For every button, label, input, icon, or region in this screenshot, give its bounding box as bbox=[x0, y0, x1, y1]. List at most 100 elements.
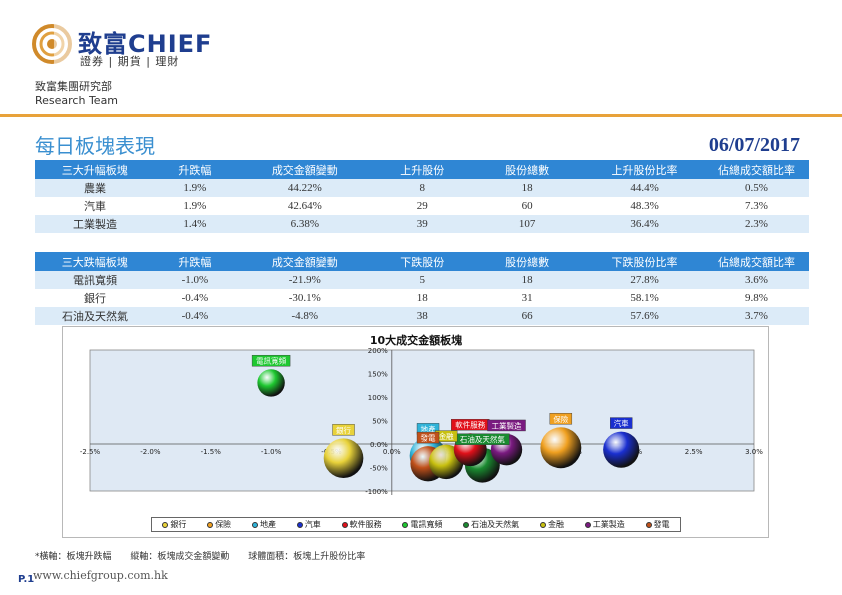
legend-marker-icon bbox=[463, 521, 470, 528]
legend-marker-icon bbox=[251, 521, 258, 528]
y-tick-label: 50% bbox=[372, 418, 388, 426]
legend-item: 銀行 bbox=[162, 519, 186, 530]
website-link[interactable]: www.chiefgroup.com.hk bbox=[33, 569, 168, 582]
report-title: 每日板塊表現 bbox=[35, 134, 155, 158]
table-cell: 58.1% bbox=[630, 292, 659, 304]
svg-text:石油及天然氣: 石油及天然氣 bbox=[460, 434, 505, 444]
footnote-y: 縱軸：板塊成交金額變動 bbox=[130, 552, 230, 562]
table-header-cell: 佔總成交額比率 bbox=[704, 160, 809, 179]
legend-marker-icon bbox=[584, 521, 591, 528]
bubble-data-label: 石油及天然氣 bbox=[455, 433, 510, 445]
legend-marker-icon bbox=[162, 521, 169, 528]
x-tick-label: -2.0% bbox=[140, 448, 161, 456]
table-header-cell: 股份總數 bbox=[469, 160, 586, 179]
x-tick-label: 2.5% bbox=[685, 448, 703, 456]
table-cell: 107 bbox=[469, 215, 585, 233]
table-cell: 48.3% bbox=[630, 200, 659, 212]
gainers-table: 三大升幅板塊 升跌幅 成交金額變動 上升股份 股份總數 上升股份比率 佔總成交額… bbox=[35, 160, 809, 233]
chart-legend: 銀行 保險 地產 汽車 軟件服務 電訊寬頻 石油及天然氣 金融 工業製造 發電 bbox=[151, 517, 681, 532]
table-cell: 3.6% bbox=[704, 271, 809, 289]
legend-marker-icon bbox=[402, 521, 409, 528]
bubble-data-label: 汽車 bbox=[610, 417, 633, 429]
table-cell: 66 bbox=[469, 307, 585, 325]
legend-item: 電訊寬頻 bbox=[402, 519, 442, 530]
table-cell: 7.3% bbox=[745, 200, 768, 212]
table-cell: 18 bbox=[469, 271, 585, 289]
y-tick-label: 0.0% bbox=[370, 441, 388, 449]
brand-subtitle: 證券 | 期貨 | 理財 bbox=[80, 55, 180, 68]
y-tick-label: 100% bbox=[368, 394, 388, 402]
company-logo: 致富CHIEF 證券 | 期貨 | 理財 bbox=[32, 24, 252, 68]
table-row: 汽車 1.9% 42.64% 29 60 48.3% 7.3% bbox=[35, 197, 809, 215]
department-cn: 致富集團研究部 bbox=[35, 80, 112, 93]
svg-text:銀行: 銀行 bbox=[336, 425, 351, 435]
bubble-mark bbox=[540, 427, 582, 469]
legend-marker-icon bbox=[539, 521, 546, 528]
bubble-mark bbox=[603, 431, 640, 468]
table-cell: -1.0% bbox=[154, 271, 235, 289]
table-cell: 3.7% bbox=[704, 307, 809, 325]
table-header-cell: 成交金額變動 bbox=[234, 160, 376, 179]
table-header-cell: 上升股份比率 bbox=[584, 160, 706, 179]
legend-label: 保險 bbox=[215, 520, 232, 529]
svg-text:電訊寬頻: 電訊寬頻 bbox=[256, 356, 286, 366]
department-en: Research Team bbox=[35, 94, 119, 107]
page-number: P.1 bbox=[18, 574, 35, 585]
legend-label: 石油及天然氣 bbox=[471, 520, 520, 529]
bubble-mark bbox=[257, 369, 285, 397]
footnote-x: *橫軸：板塊升跌幅 bbox=[35, 552, 112, 562]
bubble-data-label: 銀行 bbox=[332, 424, 355, 436]
table-header-cell: 成交金額變動 bbox=[234, 252, 376, 271]
y-tick-label: -50% bbox=[370, 465, 388, 473]
svg-text:汽車: 汽車 bbox=[614, 418, 629, 428]
x-tick-label: -1.5% bbox=[201, 448, 222, 456]
table-cell: -21.9% bbox=[234, 271, 375, 289]
bubble-data-label: 軟件服務 bbox=[451, 418, 490, 431]
table-header-cell: 股份總數 bbox=[469, 252, 586, 271]
svg-text:地產: 地產 bbox=[421, 424, 436, 434]
table-cell: 44.4% bbox=[584, 179, 705, 197]
table-cell: 電訊寬頻 bbox=[35, 271, 155, 289]
table-cell: 27.8% bbox=[584, 271, 705, 289]
table-cell: 60 bbox=[521, 200, 533, 212]
legend-item: 軟件服務 bbox=[341, 519, 382, 530]
table-header-cell: 下跌股份比率 bbox=[584, 252, 706, 271]
svg-text:工業製造: 工業製造 bbox=[492, 420, 522, 430]
table-cell: 6.38% bbox=[234, 215, 375, 233]
bubble-mark bbox=[323, 438, 364, 478]
bubble-data-label: 保險 bbox=[549, 413, 573, 425]
table-cell: -0.4% bbox=[181, 292, 209, 304]
table-cell: 石油及天然氣 bbox=[35, 307, 155, 325]
table-header-cell: 上升股份 bbox=[374, 160, 471, 179]
bubble-data-label: 發電 bbox=[416, 431, 440, 444]
legend-label: 銀行 bbox=[170, 520, 187, 529]
table-cell: 2.3% bbox=[704, 215, 809, 233]
bubble-chart-svg: 10大成交金額板塊 -2.5%-2.0%-1.5%-1.0%-0.5%0.0%0… bbox=[80, 333, 763, 496]
svg-text:保險: 保險 bbox=[553, 414, 568, 424]
chief-swirl-icon bbox=[32, 24, 74, 64]
legend-item: 地產 bbox=[251, 519, 276, 530]
table-header-cell: 升跌幅 bbox=[154, 252, 236, 271]
header-divider bbox=[0, 114, 842, 117]
x-tick-label: -2.5% bbox=[80, 448, 101, 456]
table-cell: 57.6% bbox=[584, 307, 705, 325]
report-date: 06/07/2017 bbox=[708, 134, 800, 156]
legend-marker-icon bbox=[341, 521, 348, 528]
bubble-data-label: 電訊寬頻 bbox=[251, 354, 291, 367]
table-header-cell: 升跌幅 bbox=[154, 160, 236, 179]
table-cell: 39 bbox=[374, 215, 470, 233]
table-cell: 0.5% bbox=[704, 179, 809, 197]
table-cell: -30.1% bbox=[288, 292, 321, 304]
table-cell: 1.9% bbox=[154, 179, 235, 197]
table-row: 農業 1.9% 44.22% 8 18 44.4% 0.5% bbox=[35, 179, 809, 197]
svg-text:發電: 發電 bbox=[421, 434, 436, 443]
legend-label: 發電 bbox=[653, 520, 670, 529]
table-cell: 5 bbox=[374, 271, 470, 289]
legend-marker-icon bbox=[296, 521, 303, 528]
table-cell: 銀行 bbox=[83, 293, 106, 305]
table-cell: 1.9% bbox=[183, 200, 207, 212]
table-header-cell: 三大升幅板塊 bbox=[35, 160, 156, 179]
table-row: 工業製造 1.4% 6.38% 39 107 36.4% 2.3% bbox=[35, 215, 809, 233]
table-header-row: 三大跌幅板塊 升跌幅 成交金額變動 下跌股份 股份總數 下跌股份比率 佔總成交額… bbox=[35, 252, 809, 271]
table-cell: 農業 bbox=[35, 179, 155, 197]
